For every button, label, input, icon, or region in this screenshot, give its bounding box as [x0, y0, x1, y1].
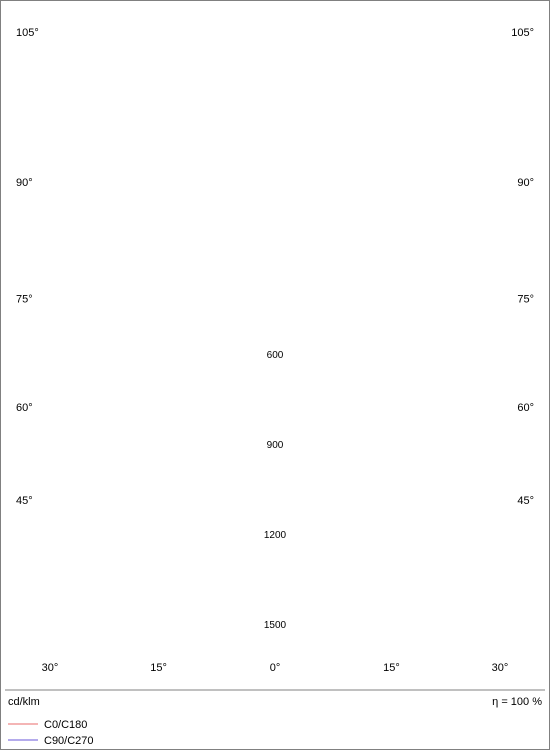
legend-label-1: C90/C270 [44, 735, 94, 747]
angle-label-left-90: 90° [16, 177, 33, 189]
intensity-label-1500: 1500 [264, 620, 287, 631]
angle-label-left-45: 45° [16, 495, 33, 507]
angle-label-right-90: 90° [517, 177, 534, 189]
legend-label-0: C0/C180 [44, 719, 87, 731]
angle-label-bottom-neg-0: 0° [270, 662, 281, 674]
angle-label-right-75: 75° [517, 293, 534, 305]
angle-label-left-105: 105° [16, 27, 39, 39]
angle-label-right-45: 45° [517, 495, 534, 507]
angle-label-bottom-pos-30: 30° [492, 662, 509, 674]
efficiency-label: η = 100 % [492, 696, 542, 708]
polar-light-distribution-chart: 0° 15° 15° 30° 30° 45° 45° 60° 60° 75° 75° 90° 90° 10… [0, 0, 550, 750]
intensity-label-900: 900 [267, 440, 284, 451]
angle-label-bottom-pos-15: 15° [383, 662, 400, 674]
angle-label-bottom-neg-15: 15° [150, 662, 167, 674]
angle-label-right-60: 60° [517, 402, 534, 414]
intensity-label-1200: 1200 [264, 530, 287, 541]
angle-label-bottom-neg-30: 30° [42, 662, 59, 674]
angle-label-left-60: 60° [16, 402, 33, 414]
unit-label: cd/klm [8, 696, 40, 708]
angle-label-left-75: 75° [16, 293, 33, 305]
angle-label-right-105: 105° [511, 27, 534, 39]
intensity-label-600: 600 [267, 350, 284, 361]
